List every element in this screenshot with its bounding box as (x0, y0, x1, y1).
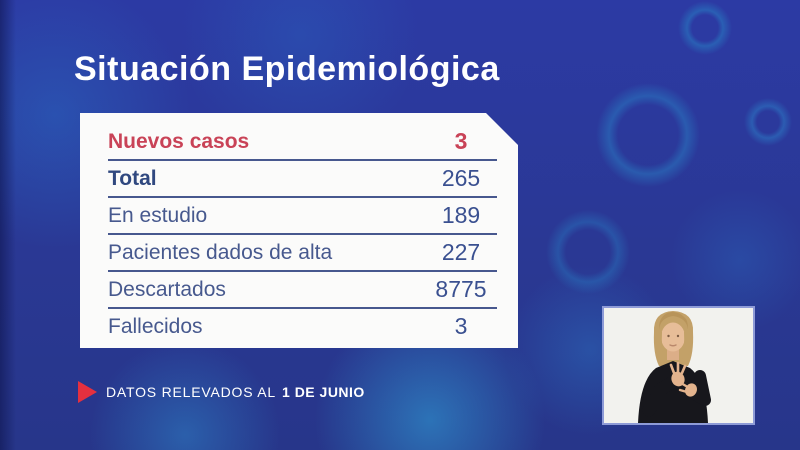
page-title: Situación Epidemiológica (74, 50, 500, 88)
row-value: 189 (441, 202, 481, 228)
red-arrow-icon (78, 381, 97, 403)
row-label: En estudio (108, 203, 208, 227)
row-label: Total (108, 166, 157, 190)
row-label: Fallecidos (108, 314, 203, 338)
row-value: 3 (454, 313, 468, 339)
table-row-nuevos-casos: Nuevos casos 3 (108, 124, 497, 161)
row-value: 265 (441, 165, 481, 191)
statistics-card: Nuevos casos 3 Total 265 En estudio 189 … (80, 113, 518, 348)
footer-date: 1 DE JUNIO (282, 384, 365, 400)
row-value: 227 (441, 239, 481, 265)
footer-prefix: DATOS RELEVADOS AL (106, 384, 277, 400)
interpreter-figure-icon (638, 311, 711, 423)
row-label: Pacientes dados de alta (108, 240, 333, 264)
table-row-descartados: Descartados 8775 (108, 272, 497, 309)
row-label: Descartados (108, 277, 226, 301)
table-row-fallecidos: Fallecidos 3 (108, 309, 497, 344)
footer-note: DATOS RELEVADOS AL 1 DE JUNIO (78, 381, 365, 403)
table-row-total: Total 265 (108, 161, 497, 198)
row-value: 3 (454, 128, 468, 154)
table-row-en-estudio: En estudio 189 (108, 198, 497, 235)
row-value: 8775 (435, 276, 487, 302)
row-label: Nuevos casos (108, 129, 250, 153)
sign-language-interpreter-video (602, 306, 755, 425)
table-row-pacientes-alta: Pacientes dados de alta 227 (108, 235, 497, 272)
